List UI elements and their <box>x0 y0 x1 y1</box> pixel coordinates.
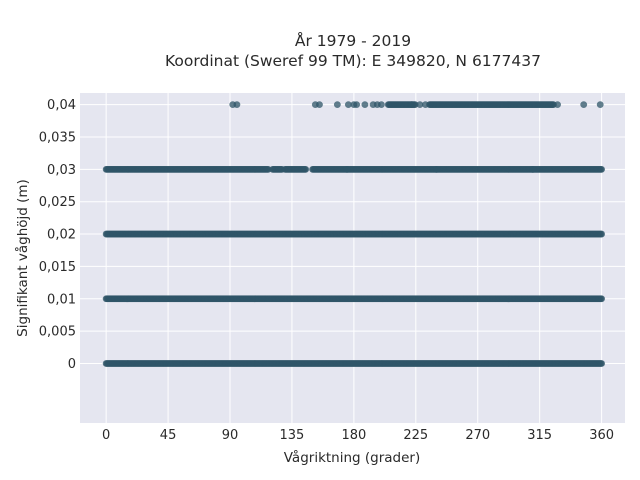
y-axis-title: Signifikant våghöjd (m) <box>14 179 31 337</box>
x-tick-label: 0 <box>102 428 110 443</box>
x-tick-label: 45 <box>160 428 177 443</box>
chart-title: År 1979 - 2019 <box>295 31 411 50</box>
y-tick-label: 0,02 <box>47 228 76 243</box>
x-tick-label: 315 <box>527 428 552 443</box>
data-point <box>302 165 310 173</box>
data-point <box>422 101 429 109</box>
data-point <box>316 101 323 109</box>
data-point <box>529 165 537 173</box>
data-point <box>598 295 606 303</box>
data-point <box>416 101 424 109</box>
data-point <box>598 360 606 367</box>
x-tick-label: 225 <box>403 428 428 443</box>
y-tick-label: 0,01 <box>47 292 76 307</box>
x-tick-label: 270 <box>465 428 490 443</box>
data-point <box>433 165 440 173</box>
y-tick-label: 0,005 <box>39 325 76 340</box>
data-point <box>233 101 241 109</box>
x-tick-label: 135 <box>280 428 305 443</box>
data-point <box>343 165 351 173</box>
data-points <box>102 101 606 367</box>
data-point <box>408 101 416 109</box>
data-point <box>598 230 606 238</box>
data-point <box>361 101 369 109</box>
y-tick-label: 0 <box>68 357 76 372</box>
y-tick-label: 0,03 <box>47 163 76 178</box>
data-point <box>598 165 606 173</box>
x-tick-label: 180 <box>341 428 366 443</box>
data-point <box>333 101 341 109</box>
plot-area <box>80 93 625 423</box>
x-axis-title: Vågriktning (grader) <box>284 449 421 466</box>
data-point <box>378 101 385 109</box>
y-tick-label: 0,025 <box>39 195 76 210</box>
chart-subtitle: Koordinat (Sweref 99 TM): E 349820, N 61… <box>165 52 541 70</box>
x-tick-label: 360 <box>589 428 614 443</box>
y-tick-labels: 0 0,005 0,01 0,015 0,02 0,025 0,03 0,035 0,04 <box>39 98 76 372</box>
data-point <box>344 101 352 109</box>
data-point <box>554 101 561 109</box>
y-tick-label: 0,015 <box>39 260 76 275</box>
x-tick-labels: 0 45 90 135 180 225 270 315 360 <box>102 428 614 443</box>
data-point <box>353 101 361 109</box>
y-tick-label: 0,035 <box>39 131 76 146</box>
data-point <box>596 101 604 109</box>
y-tick-label: 0,04 <box>47 98 76 113</box>
data-point <box>580 101 588 109</box>
x-tick-label: 90 <box>222 428 239 443</box>
